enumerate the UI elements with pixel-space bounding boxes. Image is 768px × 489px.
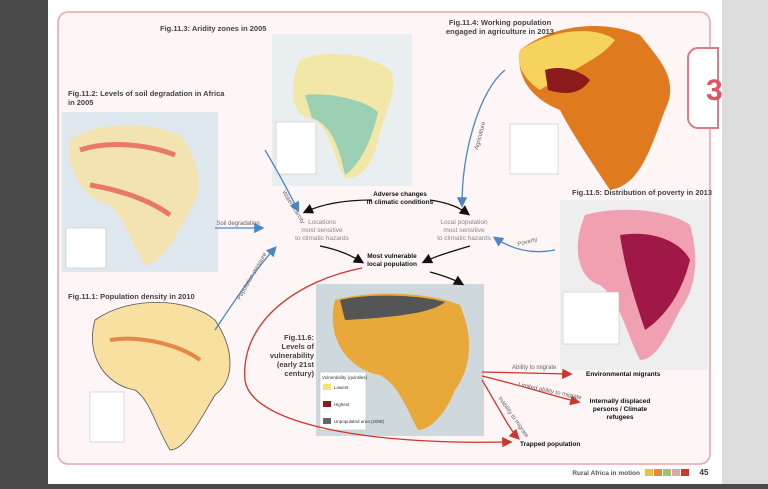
figure-caption: engaged in agriculture in 2013 — [446, 27, 554, 36]
legend-title: Vulnerability (quintiles) — [322, 375, 368, 380]
flow-node: to climatic hazards — [295, 235, 350, 242]
footer-swatches — [645, 469, 689, 476]
map-agriculture — [509, 25, 671, 190]
flow-node: Most vulnerable — [367, 253, 417, 260]
flow-node: most sensitive — [301, 227, 343, 234]
flow-node: refugees — [606, 414, 633, 421]
figure-caption: in 2005 — [68, 98, 93, 107]
edge-label: Ability to migrate — [512, 365, 557, 371]
figure-caption: Levels of — [281, 342, 314, 351]
flow-node: Internally displaced — [590, 398, 651, 405]
chapter-tab — [687, 47, 719, 129]
map-soil — [62, 112, 218, 272]
figure-caption: vulnerability — [270, 351, 315, 360]
footer-bg — [568, 466, 718, 480]
flow-node: most sensitive — [443, 227, 485, 234]
figure-caption: Fig.11.4: Working population — [449, 18, 552, 27]
map-aridity — [272, 34, 412, 186]
legend-label: Unpopulated area (2008) — [334, 419, 385, 424]
flow-node: in climatic conditions — [367, 199, 434, 206]
map-vulnerability — [316, 284, 484, 436]
map-poverty — [560, 200, 708, 370]
flow-node: Local population — [440, 219, 488, 226]
flow-node: local population — [367, 261, 417, 268]
flow-node: Environmental migrants — [586, 371, 661, 378]
edge-label: Poverty — [517, 237, 538, 248]
figure-caption: (early 21st — [277, 360, 315, 369]
map-density — [89, 301, 231, 451]
flow-node: Adverse changes — [373, 191, 427, 198]
legend-label: Lowest — [334, 385, 349, 390]
legend-label: Highest — [334, 402, 350, 407]
figure-caption: Fig.11.5: Distribution of poverty in 201… — [572, 188, 712, 197]
flow-node: persons / Climate — [593, 406, 648, 413]
figure-caption: Fig.11.3: Aridity zones in 2005 — [160, 24, 266, 33]
edge-label: Soil degradation — [216, 221, 259, 227]
footer-title: Rural Africa in motion — [572, 470, 640, 477]
flow-node: Trapped population — [520, 441, 580, 448]
figure-caption: Fig.11.2: Levels of soil degradation in … — [68, 89, 225, 98]
figure-caption: Fig.11.6: — [284, 333, 314, 342]
figure-caption: Fig.11.1: Population density in 2010 — [68, 292, 195, 301]
page-number: 45 — [700, 468, 709, 477]
chapter-number: 3 — [706, 74, 723, 107]
flow-node: to climatic hazards — [437, 235, 492, 242]
flow-node: Locations — [308, 219, 337, 226]
arrows — [214, 69, 581, 448]
figure-caption: century) — [284, 369, 314, 378]
right-margin — [722, 0, 768, 484]
